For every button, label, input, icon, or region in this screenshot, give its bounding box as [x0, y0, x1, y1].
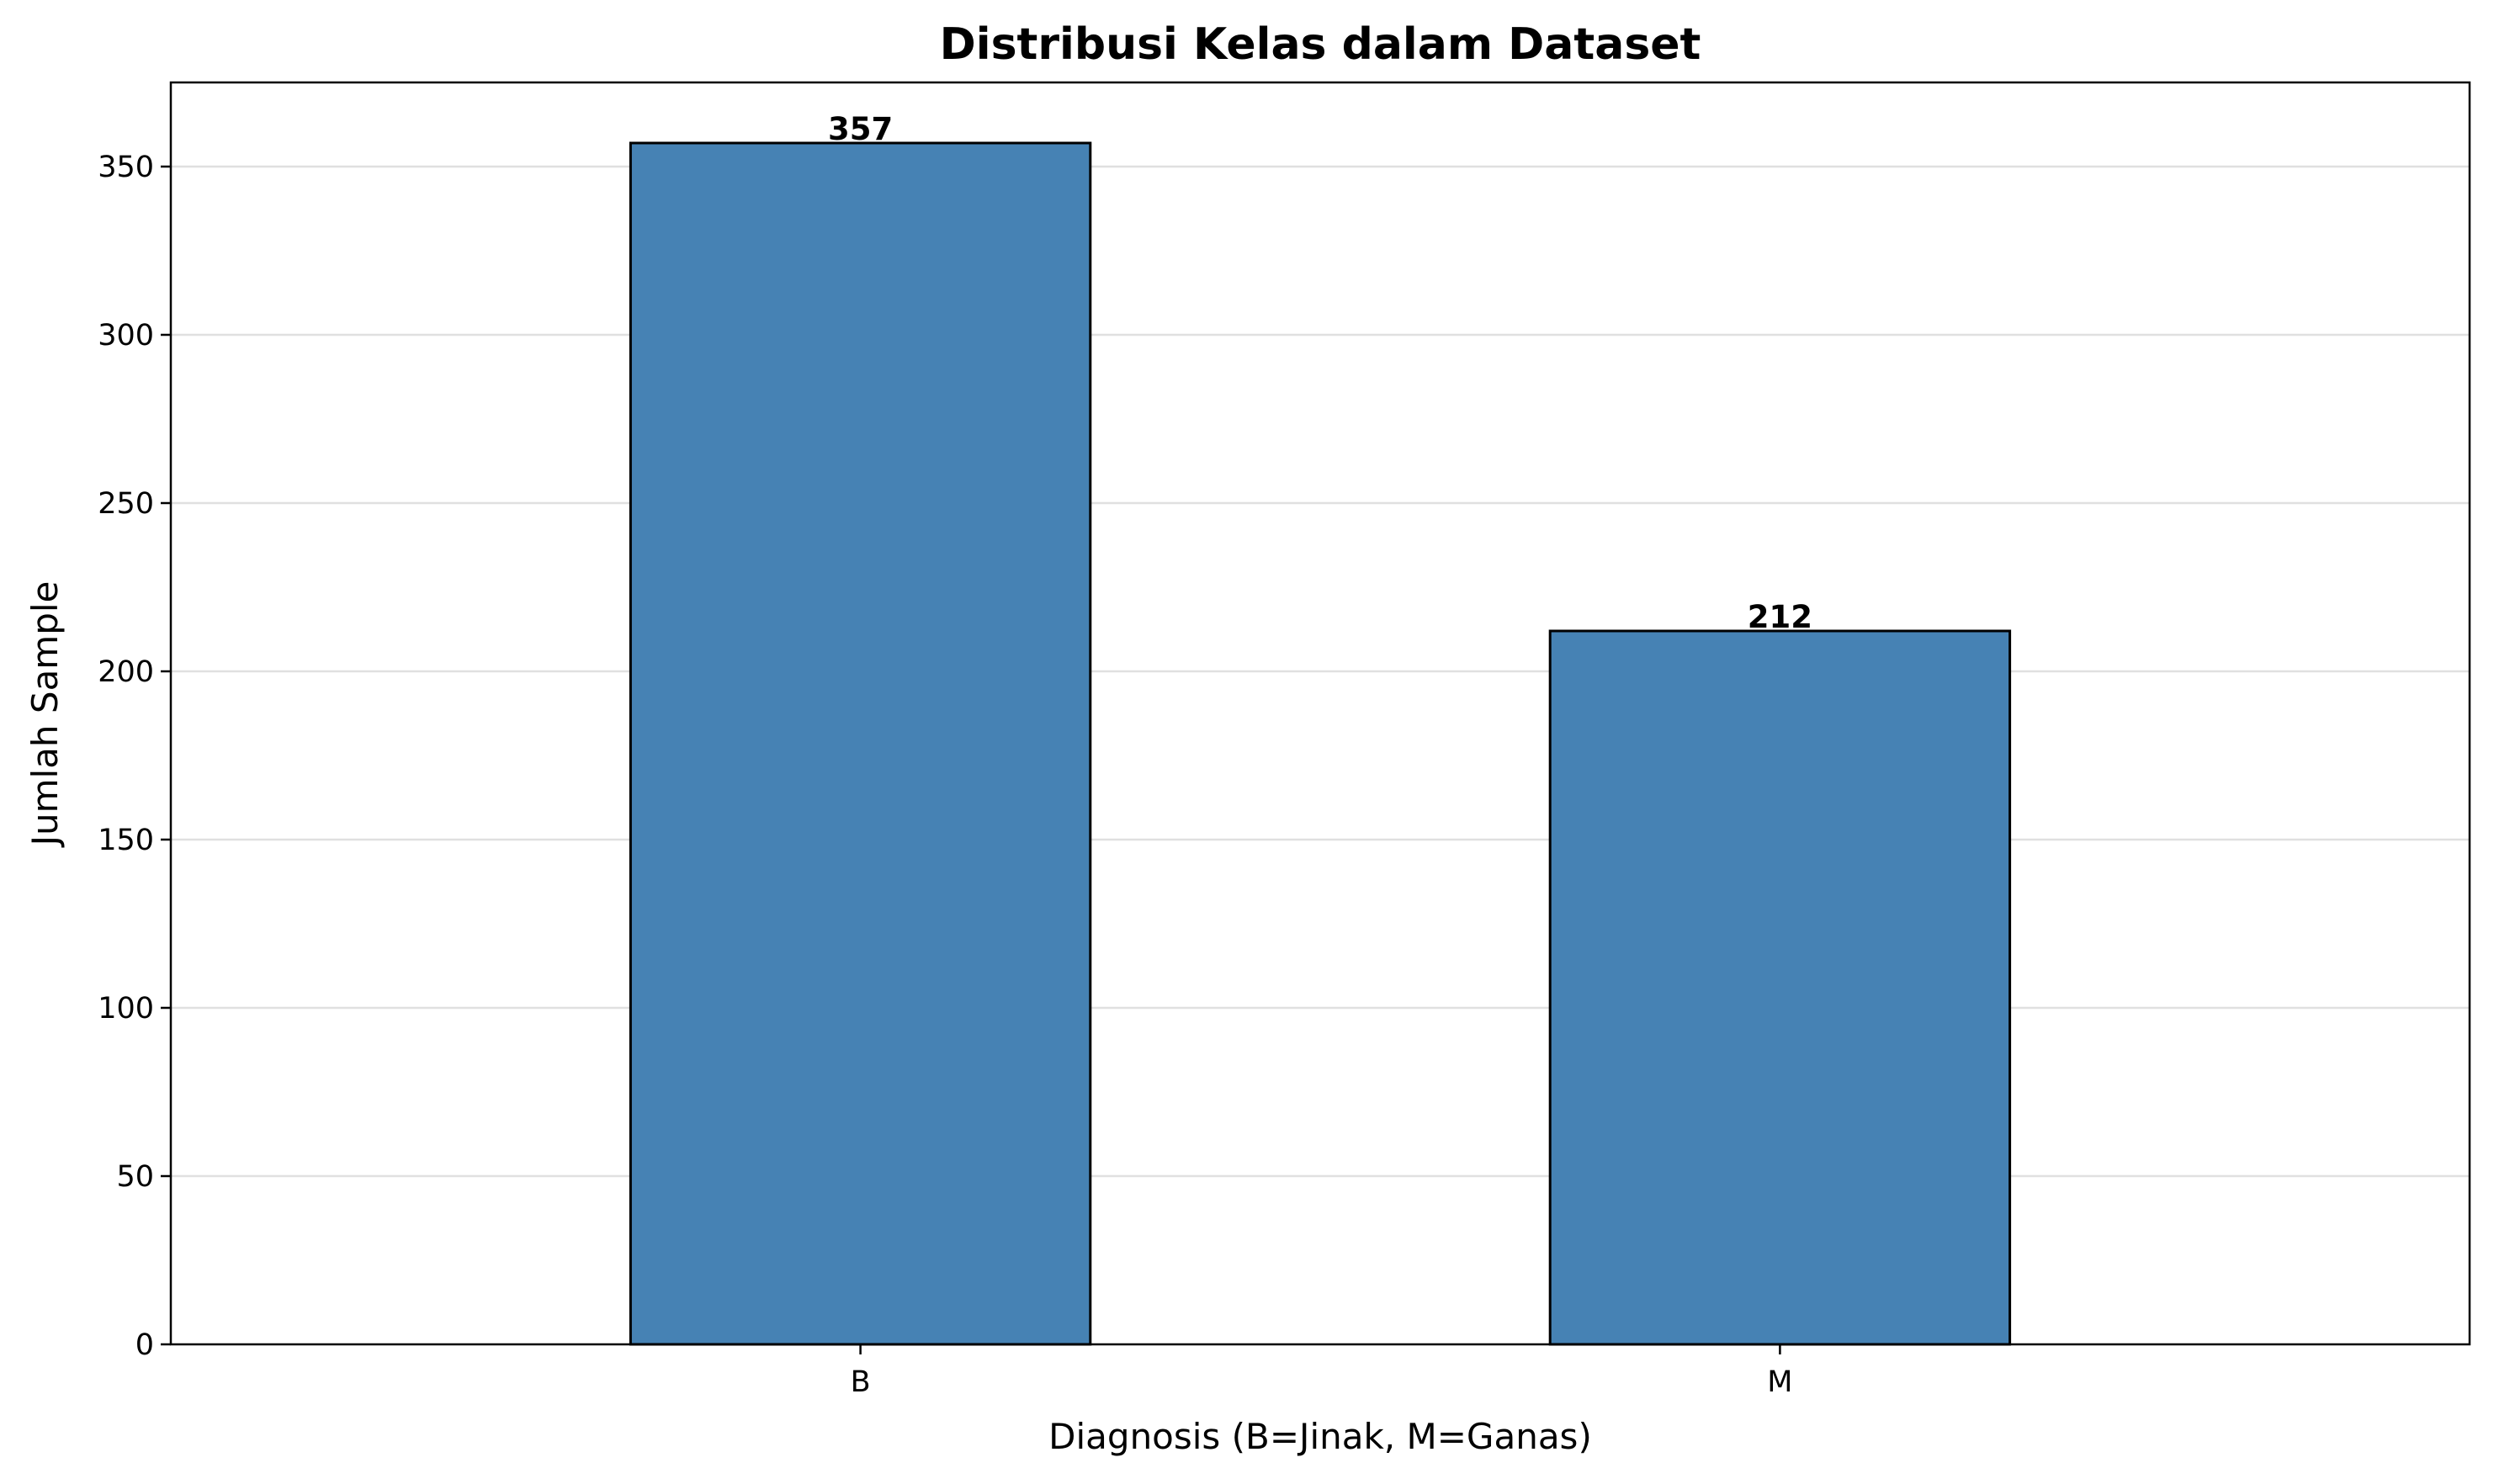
plot-frame	[169, 81, 2471, 1346]
bar-M	[1548, 629, 2012, 1346]
data-label-M: 212	[1748, 599, 1812, 635]
y-axis-ticks: 0 50 100 150 200 250 300 350	[98, 151, 171, 1362]
y-tick-label: 100	[98, 992, 154, 1026]
x-tick-label-M: M	[1767, 1365, 1792, 1399]
y-grid-lines	[171, 165, 2470, 1178]
y-tick-label: 250	[98, 487, 154, 521]
y-tick-label: 300	[98, 319, 154, 352]
y-tick-label: 150	[98, 824, 154, 857]
data-labels: 357 212	[828, 111, 1812, 635]
x-tick-label-B: B	[851, 1365, 871, 1399]
data-label-B: 357	[828, 111, 893, 147]
bars	[629, 141, 2012, 1346]
y-tick-label: 350	[98, 151, 154, 184]
y-tick-label: 50	[116, 1160, 154, 1194]
bar-B	[629, 141, 1092, 1346]
y-tick-label: 200	[98, 655, 154, 689]
x-axis-label: Diagnosis (B=Jinak, M=Ganas)	[1048, 1416, 1592, 1457]
y-tick-label: 0	[135, 1328, 154, 1362]
chart-title: Distribusi Kelas dalam Dataset	[940, 19, 1701, 70]
y-axis-label: Jumlah Sample	[24, 581, 66, 849]
